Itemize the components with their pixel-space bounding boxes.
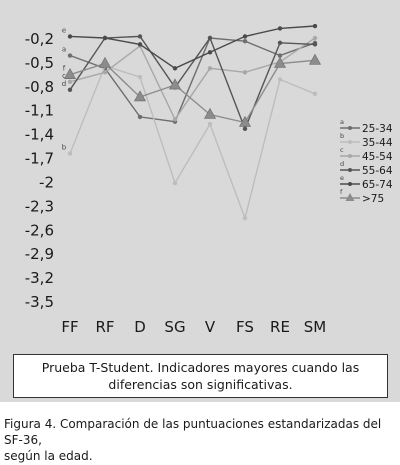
legend-marker bbox=[348, 140, 352, 144]
series-marker-letter: d bbox=[62, 80, 66, 88]
legend-label: 35-44 bbox=[362, 137, 393, 149]
series-line bbox=[69, 37, 316, 121]
caption-text-1: Comparación de las puntuaciones estandar… bbox=[4, 417, 382, 447]
x-tick-label: SG bbox=[164, 318, 185, 336]
data-point bbox=[277, 77, 283, 82]
data-point bbox=[102, 70, 108, 75]
y-tick-label: -2,6 bbox=[25, 221, 54, 239]
y-tick-label: -0,2 bbox=[25, 30, 54, 48]
x-tick-label: SM bbox=[304, 318, 326, 336]
y-tick-label: -2,9 bbox=[25, 245, 54, 263]
series-marker-letter: c bbox=[62, 72, 66, 80]
y-tick-label: -3,2 bbox=[25, 269, 54, 287]
data-point bbox=[207, 35, 213, 41]
legend-letter: e bbox=[340, 174, 344, 182]
legend-label: 45-54 bbox=[362, 151, 393, 163]
y-tick-label: -1,7 bbox=[25, 150, 54, 168]
data-point bbox=[277, 40, 283, 45]
data-point bbox=[168, 78, 182, 90]
data-point bbox=[242, 34, 248, 39]
statistical-note: Prueba T-Student. Indicadores mayores cu… bbox=[13, 354, 388, 398]
data-point bbox=[312, 23, 318, 29]
legend-letter: d bbox=[340, 160, 344, 168]
data-point bbox=[137, 114, 143, 120]
data-point bbox=[207, 66, 213, 71]
note-line-1: Prueba T-Student. Indicadores mayores cu… bbox=[41, 360, 360, 375]
data-point bbox=[242, 70, 248, 75]
data-point bbox=[277, 53, 283, 58]
series-line bbox=[69, 59, 316, 124]
y-tick-label: -1,4 bbox=[25, 126, 54, 144]
data-point bbox=[277, 26, 283, 31]
data-point bbox=[98, 56, 112, 68]
series-line bbox=[69, 37, 316, 123]
legend-letter: b bbox=[340, 132, 344, 140]
legend-label: 55-64 bbox=[362, 165, 393, 177]
legend-label: 65-74 bbox=[362, 179, 393, 191]
data-point bbox=[137, 42, 143, 47]
line-chart: -0,2 -0,5 -0,8 -1,1 -1,4 -1,7 -2 -2,3 -2,6 -2,9 -3… bbox=[25, 23, 393, 336]
data-point bbox=[172, 117, 178, 122]
data-point bbox=[133, 90, 147, 102]
data-point bbox=[238, 115, 252, 127]
series-line bbox=[69, 65, 316, 221]
data-point bbox=[312, 91, 318, 96]
y-tick-label: -2,3 bbox=[25, 197, 54, 215]
data-point bbox=[102, 35, 108, 41]
legend-marker bbox=[348, 168, 352, 172]
data-point bbox=[67, 79, 73, 85]
series-marker-letter: b bbox=[62, 144, 67, 152]
data-point bbox=[137, 74, 143, 80]
y-tick-label: -2 bbox=[39, 173, 54, 191]
data-point bbox=[67, 151, 73, 156]
series-marker-letter: f bbox=[63, 65, 66, 73]
data-point bbox=[312, 35, 318, 41]
caption-text-2: según la edad. bbox=[4, 449, 93, 463]
y-tick-label: -0,5 bbox=[25, 54, 54, 72]
note-line-2: diferencias son significativas. bbox=[108, 377, 293, 392]
data-point bbox=[273, 56, 287, 68]
y-tick-label: -1,1 bbox=[25, 102, 54, 120]
data-point bbox=[67, 53, 73, 58]
figure-caption: Figura 4. Comparación de las puntuacione… bbox=[4, 416, 398, 464]
legend-letter: a bbox=[340, 118, 344, 126]
x-tick-label: RE bbox=[270, 318, 290, 336]
legend-marker bbox=[348, 126, 352, 130]
data-point bbox=[203, 107, 217, 119]
legend-marker bbox=[348, 182, 352, 186]
x-tick-label: V bbox=[205, 318, 216, 336]
data-point bbox=[137, 34, 143, 39]
legend-marker bbox=[348, 154, 352, 158]
legend-letter: f bbox=[340, 188, 343, 196]
legend-marker bbox=[345, 193, 355, 201]
data-point bbox=[242, 215, 248, 221]
data-point bbox=[242, 126, 248, 132]
x-tick-label: FF bbox=[61, 318, 78, 336]
data-point bbox=[308, 53, 322, 65]
x-tick-label: D bbox=[134, 318, 146, 336]
data-point bbox=[312, 42, 318, 47]
data-point bbox=[242, 38, 248, 44]
y-tick-label: -3,5 bbox=[25, 293, 54, 311]
data-point bbox=[207, 50, 213, 55]
legend-label: 25-34 bbox=[362, 123, 393, 135]
series-marker-letter: e bbox=[62, 26, 66, 34]
figure-panel: -0,2 -0,5 -0,8 -1,1 -1,4 -1,7 -2 -2,3 -2,6 -2,9 -3… bbox=[0, 0, 400, 402]
y-tick-label: -0,8 bbox=[25, 78, 54, 96]
data-point bbox=[63, 68, 77, 79]
series-marker-letter: a bbox=[62, 46, 66, 54]
x-tick-label: FS bbox=[236, 318, 254, 336]
data-point bbox=[67, 87, 73, 93]
x-tick-label: RF bbox=[95, 318, 114, 336]
legend-label: >75 bbox=[362, 193, 384, 205]
data-point bbox=[172, 66, 178, 71]
series-line bbox=[69, 35, 316, 131]
series-line bbox=[69, 25, 316, 70]
figure-label: Figura 4. bbox=[4, 417, 57, 431]
data-point bbox=[67, 34, 73, 39]
legend-letter: c bbox=[340, 146, 344, 154]
data-point bbox=[172, 180, 178, 186]
data-point bbox=[207, 121, 213, 127]
